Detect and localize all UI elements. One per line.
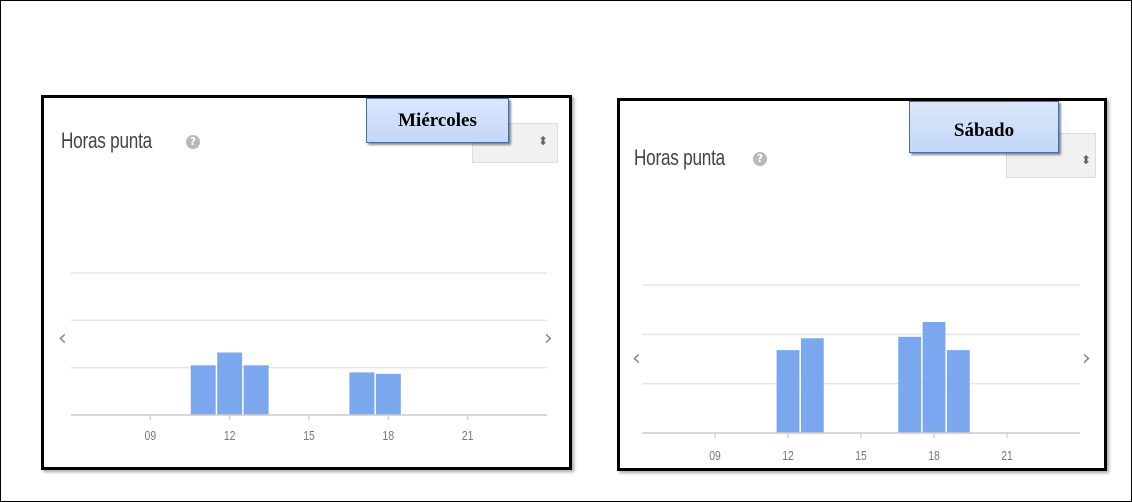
day-select[interactable]: ⬍	[472, 123, 558, 163]
x-tick-label: 21	[1001, 449, 1013, 463]
day-label: Sábado	[909, 101, 1059, 153]
bar	[190, 365, 216, 415]
bar	[349, 372, 375, 415]
x-tick-label: 12	[224, 429, 236, 443]
x-tick-label: 15	[303, 429, 315, 443]
bar	[898, 336, 922, 433]
help-icon[interactable]: ?	[753, 152, 767, 166]
bar	[946, 350, 970, 433]
bar	[217, 352, 243, 415]
bar	[776, 350, 800, 433]
popular-times-card-saturday: Horas punta ? ⬍ Sábado 09 12 15 18 21 ‹ ›	[617, 98, 1107, 471]
x-tick-label: 12	[782, 449, 794, 463]
select-arrows-icon: ⬍	[1080, 153, 1091, 167]
select-arrows-icon: ⬍	[537, 134, 548, 148]
day-label: Miércoles	[366, 98, 509, 143]
card-title: Horas punta	[634, 145, 725, 170]
bar	[800, 338, 824, 433]
card-title: Horas punta	[61, 128, 152, 153]
bar	[243, 365, 269, 415]
x-tick-label: 18	[928, 449, 940, 463]
bar	[375, 373, 401, 415]
x-tick-label: 09	[709, 449, 721, 463]
bar	[922, 322, 946, 433]
help-icon[interactable]: ?	[186, 135, 200, 149]
previous-day-icon[interactable]: ‹	[58, 326, 67, 351]
next-day-icon[interactable]: ›	[1082, 346, 1091, 371]
popular-times-card-wednesday: Horas punta ? ⬍ Miércoles 09 12 15 18 21 ‹ ›	[41, 95, 572, 470]
next-day-icon[interactable]: ›	[544, 326, 553, 351]
x-tick-label: 09	[145, 429, 157, 443]
x-tick-label: 21	[462, 429, 474, 443]
popular-times-chart: 09 12 15 18 21	[71, 272, 547, 443]
previous-day-icon[interactable]: ‹	[632, 346, 641, 371]
x-tick-label: 18	[383, 429, 395, 443]
popular-times-chart: 09 12 15 18 21	[642, 284, 1080, 463]
x-tick-label: 15	[855, 449, 867, 463]
